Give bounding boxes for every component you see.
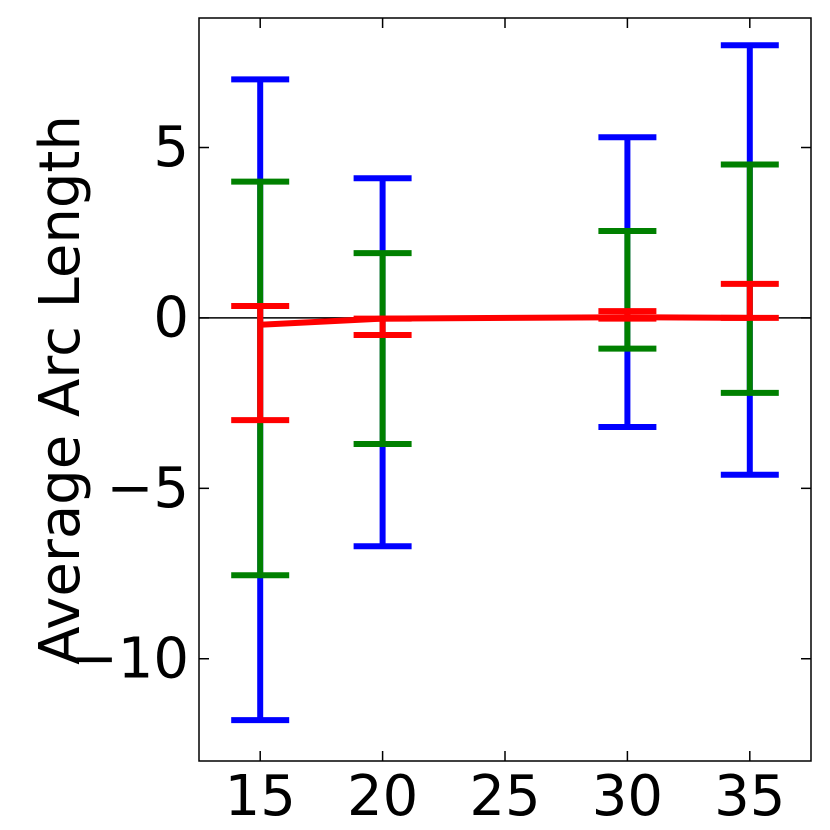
x-tick-label-4: 35	[714, 764, 785, 829]
plot-area	[199, 18, 811, 761]
y-axis-label: Average Arc Length	[28, 115, 93, 665]
chart-marks	[199, 42, 811, 724]
x-tick-label-0: 15	[225, 764, 296, 829]
x-tick-label-2: 25	[469, 764, 540, 829]
y-tick-label-2: −5	[106, 456, 189, 521]
x-tick-label-3: 30	[592, 764, 663, 829]
y-tick-label-3: −10	[71, 626, 189, 691]
y-tick-label-0: 5	[153, 115, 189, 180]
series-line-2	[260, 314, 750, 328]
axis-ticks: 15 20 25 30 35 5 0 −5 −10	[71, 18, 811, 829]
plot-frame	[198, 17, 812, 762]
x-tick-label-1: 20	[347, 764, 418, 829]
y-tick-label-1: 0	[153, 285, 189, 350]
series-2	[231, 280, 779, 424]
